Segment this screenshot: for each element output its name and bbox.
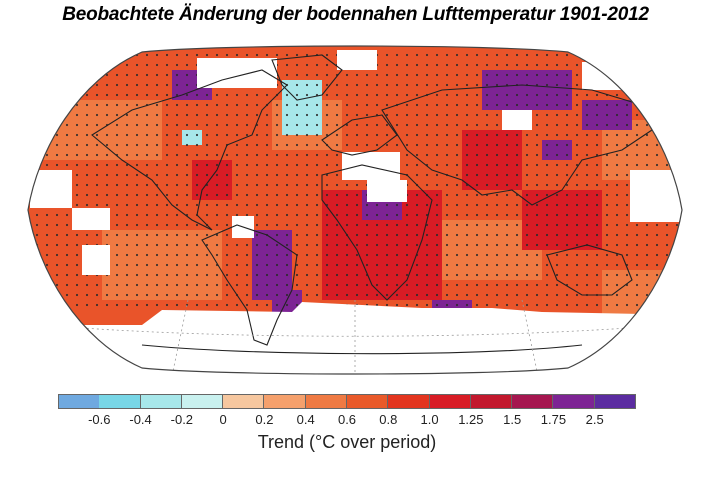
temperature-trend-map	[22, 40, 688, 380]
missing-data-patch	[72, 208, 110, 230]
graticule	[41, 299, 669, 374]
map-field	[28, 46, 682, 374]
missing-data-patch	[367, 180, 407, 202]
legend-swatch	[140, 395, 182, 408]
antarctica-outline	[141, 344, 583, 355]
legend-tick-label: -0.2	[170, 412, 194, 427]
asia-outline	[381, 84, 653, 206]
legend-tick-label: 0.8	[379, 412, 398, 427]
missing-data-patch	[197, 58, 277, 88]
australia-outline	[546, 244, 633, 296]
south-america-outline	[201, 224, 298, 346]
legend-tick-label: 1.25	[458, 412, 484, 427]
legend-tick-label: 1.75	[540, 412, 567, 427]
missing-data-patch	[342, 152, 400, 180]
continent-outlines	[91, 54, 653, 355]
north-america-outline	[91, 69, 288, 231]
legend-swatch	[181, 395, 224, 408]
robinson-map-svg	[27, 45, 683, 375]
legend-title: Trend (°C over period)	[257, 432, 437, 452]
globe-outline	[27, 45, 683, 375]
legend-swatch	[305, 395, 347, 408]
color-legend: -0.6 -0.4 -0.2 0 0.2 0.4 0.6 0.8 1.0 1.25 1.5 1.75 2…	[58, 394, 654, 464]
legend-swatch	[470, 395, 513, 408]
missing-data-patch	[630, 170, 682, 222]
legend-color-bar	[58, 394, 636, 409]
legend-tick-label: 1.5	[503, 412, 522, 427]
legend-tick-label: 1.0	[420, 412, 439, 427]
legend-swatch	[264, 395, 306, 408]
legend-swatch	[594, 395, 636, 408]
missing-data-patch	[502, 110, 532, 130]
legend-swatch	[553, 395, 595, 408]
legend-swatch	[223, 395, 265, 408]
legend-swatch	[347, 395, 389, 408]
greenland-outline	[271, 54, 343, 101]
missing-data-patch	[337, 50, 377, 70]
legend-tick-label: 0	[219, 412, 227, 427]
europe-outline	[321, 114, 398, 156]
africa-outline	[321, 164, 433, 301]
legend-swatch	[58, 395, 101, 408]
legend-tick-label: 0.6	[337, 412, 357, 427]
legend-swatch	[429, 395, 471, 408]
legend-tick-label: 0.4	[296, 412, 315, 427]
legend-swatch	[388, 395, 430, 408]
legend-swatch	[512, 395, 554, 408]
legend-tick-label: -0.6	[88, 412, 111, 427]
legend-tick-label: 2.5	[585, 412, 604, 427]
missing-data-patch	[30, 170, 72, 208]
legend-tick-label: 0.2	[255, 412, 274, 427]
map-title: Beobachtete Änderung der bodennahen Luft…	[62, 4, 649, 25]
legend-tick-label: -0.4	[129, 412, 152, 427]
legend-swatch	[99, 395, 141, 408]
missing-data-patch	[82, 245, 110, 275]
